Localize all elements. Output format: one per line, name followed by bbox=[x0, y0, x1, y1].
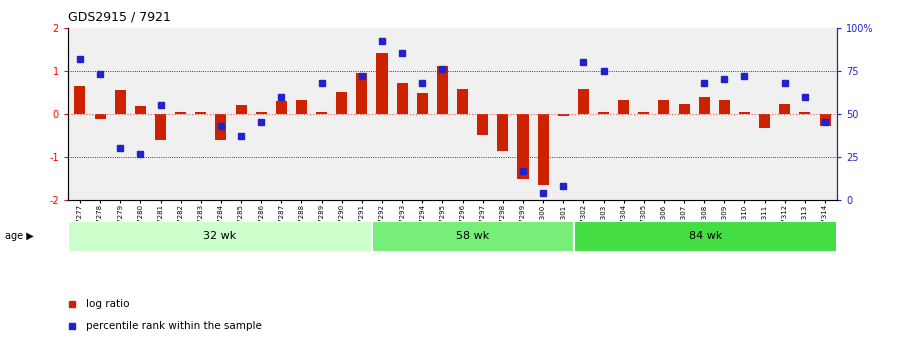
Bar bbox=[518, 114, 529, 179]
Bar bbox=[498, 114, 509, 150]
Bar bbox=[376, 53, 387, 114]
Bar bbox=[417, 93, 428, 114]
Bar bbox=[372, 221, 574, 252]
Bar bbox=[215, 114, 226, 140]
Bar bbox=[155, 114, 166, 140]
Bar bbox=[276, 101, 287, 114]
Bar bbox=[779, 104, 790, 114]
Bar bbox=[618, 100, 629, 114]
Bar bbox=[574, 221, 837, 252]
Bar bbox=[396, 83, 407, 114]
Bar bbox=[357, 73, 367, 114]
Text: log ratio: log ratio bbox=[86, 299, 129, 309]
Bar bbox=[538, 114, 548, 185]
Bar bbox=[557, 114, 569, 116]
Text: percentile rank within the sample: percentile rank within the sample bbox=[86, 321, 262, 331]
Bar bbox=[598, 112, 609, 114]
Text: 58 wk: 58 wk bbox=[456, 231, 490, 241]
Text: GDS2915 / 7921: GDS2915 / 7921 bbox=[68, 10, 171, 23]
Bar bbox=[699, 98, 710, 114]
Bar bbox=[759, 114, 770, 128]
Bar bbox=[316, 112, 327, 114]
Bar bbox=[195, 112, 206, 114]
Bar bbox=[638, 112, 650, 114]
Bar bbox=[336, 92, 348, 114]
Bar bbox=[719, 100, 730, 114]
Bar bbox=[235, 105, 246, 114]
Bar bbox=[94, 114, 106, 119]
Text: 84 wk: 84 wk bbox=[689, 231, 722, 241]
Text: age ▶: age ▶ bbox=[5, 231, 33, 241]
Bar bbox=[457, 89, 468, 114]
Bar bbox=[739, 112, 750, 114]
Bar bbox=[255, 112, 267, 114]
Bar bbox=[175, 112, 186, 114]
Bar bbox=[68, 221, 372, 252]
Bar bbox=[115, 90, 126, 114]
Bar bbox=[135, 106, 146, 114]
Bar bbox=[578, 89, 589, 114]
Bar bbox=[74, 86, 85, 114]
Bar bbox=[820, 114, 831, 126]
Bar bbox=[477, 114, 488, 136]
Bar bbox=[799, 112, 811, 114]
Text: 32 wk: 32 wk bbox=[203, 231, 236, 241]
Bar bbox=[437, 66, 448, 114]
Bar bbox=[659, 100, 670, 114]
Bar bbox=[679, 104, 690, 114]
Bar bbox=[296, 100, 307, 114]
